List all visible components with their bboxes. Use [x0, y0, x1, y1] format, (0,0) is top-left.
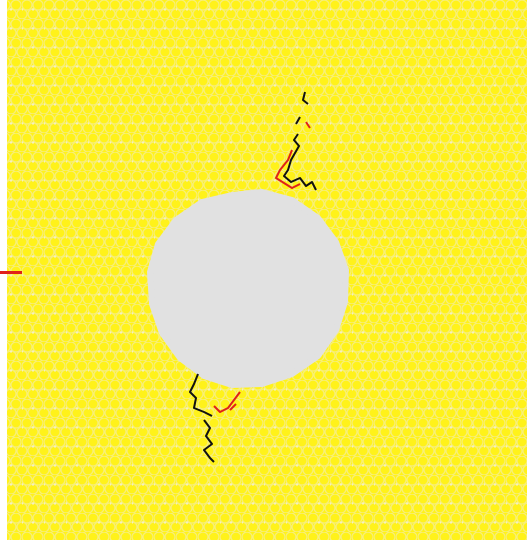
load-marker [0, 271, 22, 274]
simulation-view [0, 0, 529, 547]
page: (() => { const data = JSON.parse(documen… [0, 0, 529, 547]
central-hole [150, 192, 346, 385]
